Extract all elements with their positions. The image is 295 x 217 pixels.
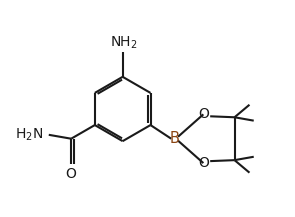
Text: NH$_2$: NH$_2$ [110,35,137,51]
Text: H$_2$N: H$_2$N [15,127,43,143]
Text: B: B [169,131,179,146]
Text: O: O [66,167,77,181]
Text: O: O [198,156,209,170]
Text: O: O [198,107,209,121]
